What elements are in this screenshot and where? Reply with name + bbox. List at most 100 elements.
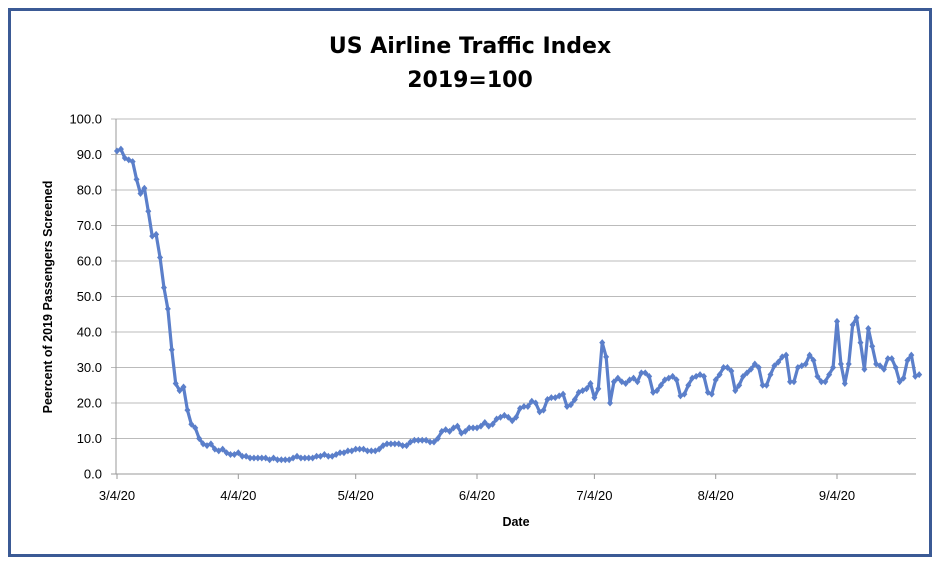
data-point bbox=[239, 452, 246, 460]
data-point bbox=[716, 371, 723, 379]
x-tick-label: 7/4/20 bbox=[576, 488, 612, 503]
data-point bbox=[673, 376, 680, 384]
data-point bbox=[430, 438, 437, 446]
data-point bbox=[869, 342, 876, 350]
data-point bbox=[607, 399, 614, 407]
data-point bbox=[180, 383, 187, 391]
y-tick-label: 40.0 bbox=[77, 325, 102, 340]
data-point bbox=[157, 253, 164, 261]
data-point bbox=[822, 378, 829, 386]
data-point bbox=[344, 447, 351, 455]
data-point bbox=[728, 367, 735, 375]
data-point bbox=[700, 372, 707, 380]
data-point bbox=[352, 445, 359, 453]
data-point bbox=[638, 369, 645, 377]
data-point bbox=[188, 420, 195, 428]
data-point bbox=[391, 440, 398, 448]
data-point bbox=[172, 379, 179, 387]
data-point bbox=[732, 387, 739, 395]
data-point bbox=[740, 372, 747, 380]
data-point bbox=[258, 454, 265, 462]
data-point bbox=[775, 358, 782, 366]
data-point bbox=[356, 445, 363, 453]
data-point bbox=[176, 387, 183, 395]
data-point bbox=[137, 190, 144, 198]
data-point bbox=[630, 374, 637, 382]
data-point bbox=[462, 427, 469, 435]
data-point bbox=[505, 413, 512, 421]
data-point bbox=[603, 353, 610, 361]
data-point bbox=[818, 378, 825, 386]
data-point bbox=[790, 378, 797, 386]
data-point bbox=[313, 452, 320, 460]
data-point bbox=[845, 360, 852, 368]
data-point bbox=[892, 364, 899, 371]
data-point bbox=[384, 440, 390, 448]
y-tick-label: 100.0 bbox=[69, 112, 102, 127]
data-point bbox=[884, 355, 891, 363]
data-point bbox=[560, 390, 567, 398]
data-point bbox=[634, 378, 641, 386]
chart-frame bbox=[8, 8, 932, 557]
x-tick-label: 4/4/20 bbox=[220, 488, 256, 503]
data-point bbox=[168, 346, 175, 354]
data-point bbox=[207, 440, 214, 448]
data-point bbox=[755, 364, 762, 371]
data-point bbox=[446, 427, 453, 435]
data-point bbox=[747, 365, 754, 373]
data-point bbox=[434, 435, 441, 442]
data-point bbox=[849, 321, 856, 329]
data-point bbox=[532, 399, 539, 407]
data-point bbox=[145, 207, 152, 215]
data-point bbox=[509, 417, 516, 425]
data-point bbox=[724, 364, 731, 371]
data-point bbox=[466, 424, 473, 432]
data-point bbox=[247, 454, 254, 462]
x-axis-label: Date bbox=[502, 515, 529, 529]
data-point bbox=[454, 422, 461, 430]
data-point bbox=[712, 376, 719, 384]
data-point bbox=[387, 440, 394, 448]
y-tick-label: 0.0 bbox=[84, 467, 102, 482]
data-point bbox=[470, 424, 477, 432]
data-point bbox=[896, 378, 903, 386]
y-tick-label: 30.0 bbox=[77, 360, 102, 375]
data-point bbox=[489, 420, 496, 428]
data-point bbox=[587, 379, 594, 387]
data-point bbox=[853, 314, 860, 322]
data-point bbox=[368, 447, 375, 455]
data-point bbox=[814, 372, 821, 380]
data-point bbox=[477, 422, 484, 430]
series-line bbox=[116, 147, 920, 462]
y-axis-label: Peercent of 2019 Passengers Screened bbox=[41, 181, 55, 414]
data-point bbox=[787, 378, 794, 386]
data-point bbox=[419, 436, 426, 444]
data-point bbox=[841, 379, 848, 387]
data-point bbox=[591, 394, 598, 402]
data-point bbox=[736, 381, 743, 389]
data-point bbox=[567, 401, 574, 409]
data-point bbox=[411, 436, 418, 444]
data-point bbox=[900, 374, 907, 382]
data-point bbox=[599, 339, 606, 347]
data-point bbox=[399, 442, 406, 450]
data-point bbox=[595, 385, 602, 393]
data-point bbox=[250, 454, 257, 462]
data-point bbox=[513, 413, 520, 421]
data-point bbox=[219, 445, 226, 453]
data-point bbox=[337, 449, 344, 457]
data-point bbox=[751, 360, 758, 368]
data-point bbox=[610, 378, 617, 386]
y-tick-label: 80.0 bbox=[77, 183, 102, 198]
data-point bbox=[571, 395, 578, 403]
data-point bbox=[783, 351, 790, 359]
data-point bbox=[184, 406, 191, 414]
data-point bbox=[622, 379, 629, 387]
data-point bbox=[614, 374, 621, 382]
data-point bbox=[861, 365, 868, 373]
x-tick-label: 5/4/20 bbox=[338, 488, 374, 503]
data-point bbox=[301, 454, 308, 462]
y-tick-label: 60.0 bbox=[77, 254, 102, 269]
data-point bbox=[826, 371, 833, 379]
data-point bbox=[305, 454, 312, 462]
